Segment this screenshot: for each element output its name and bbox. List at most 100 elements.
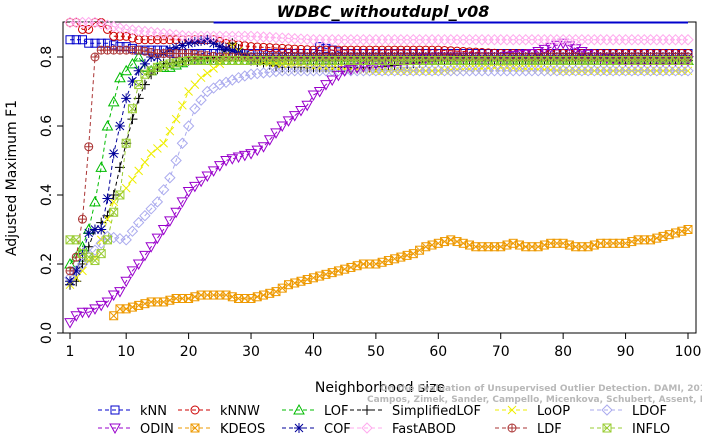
- x-tick-label: 60: [429, 344, 447, 360]
- data-point: [302, 275, 312, 285]
- legend-swatch-marker: [602, 423, 612, 433]
- data-point: [90, 38, 100, 48]
- data-point: [132, 216, 145, 229]
- data-point: [201, 171, 214, 183]
- data-point: [127, 302, 137, 312]
- series-line: [70, 22, 688, 41]
- x-tick-label: 50: [367, 344, 385, 360]
- series-simplifiedlof: [65, 38, 693, 290]
- series-odin: [64, 38, 694, 329]
- data-point: [184, 294, 194, 303]
- watermark-line-1: On the Evaluation of Unsupervised Outlie…: [380, 384, 702, 394]
- data-point: [202, 34, 213, 45]
- data-point: [508, 238, 518, 248]
- data-point: [251, 145, 264, 157]
- data-point: [134, 166, 144, 176]
- data-point: [301, 100, 314, 112]
- data-point: [165, 295, 175, 305]
- legend-swatch-marker: [110, 405, 120, 415]
- data-point: [151, 196, 164, 208]
- data-point: [307, 90, 320, 101]
- legend-item-knnw: kNNW: [178, 404, 260, 419]
- data-point: [326, 75, 339, 87]
- legend-item-ldof: LDOF: [590, 404, 667, 419]
- series-kdeos: [109, 225, 693, 321]
- data-point: [214, 78, 226, 91]
- data-point: [440, 237, 450, 247]
- data-point: [227, 292, 237, 302]
- data-point: [90, 52, 100, 62]
- series-ldof: [64, 65, 694, 284]
- data-point: [107, 290, 120, 302]
- data-point: [452, 237, 462, 247]
- watermark: On the Evaluation of Unsupervised Outlie…: [367, 384, 702, 405]
- data-point: [89, 244, 101, 256]
- data-point: [95, 18, 107, 30]
- legend-swatch-marker: [190, 405, 200, 415]
- data-point: [114, 121, 125, 131]
- data-point: [207, 166, 220, 177]
- data-point: [132, 259, 145, 271]
- data-point: [157, 184, 170, 196]
- data-point: [208, 38, 219, 49]
- data-point: [71, 265, 82, 276]
- series-line: [69, 42, 688, 286]
- y-tick-label: 0.2: [39, 253, 55, 275]
- data-point: [114, 71, 126, 83]
- data-point: [182, 120, 195, 132]
- data-point: [133, 65, 144, 76]
- legend-item-loop: LoOP: [495, 404, 570, 419]
- data-point: [126, 225, 139, 237]
- data-point: [164, 172, 176, 184]
- data-point: [170, 154, 182, 167]
- data-point: [157, 225, 170, 236]
- legend-label: COF: [324, 422, 351, 434]
- data-point: [96, 249, 106, 259]
- data-point: [78, 266, 87, 276]
- data-point: [251, 67, 263, 80]
- y-tick-label: 0.0: [39, 322, 55, 344]
- data-point: [346, 262, 356, 272]
- data-point: [213, 161, 226, 172]
- data-point: [127, 76, 138, 87]
- data-point: [159, 138, 168, 148]
- data-point: [107, 20, 120, 33]
- data-point: [108, 148, 119, 159]
- data-point: [270, 65, 282, 78]
- data-point: [390, 254, 400, 264]
- data-point: [152, 35, 162, 45]
- data-point: [139, 250, 151, 262]
- data-point: [226, 154, 239, 165]
- data-point: [446, 235, 456, 245]
- data-point: [371, 259, 381, 269]
- legend-swatch-marker: [294, 423, 304, 433]
- data-point: [165, 126, 175, 136]
- series-loop: [65, 42, 693, 290]
- data-point: [564, 240, 574, 250]
- data-point: [333, 266, 343, 276]
- data-point: [102, 24, 112, 34]
- data-point: [396, 252, 406, 262]
- chart-title: WDBC_withoutdupl_v08: [277, 2, 490, 21]
- data-point: [89, 16, 101, 29]
- data-point: [114, 22, 126, 34]
- legend-item-odin: ODIN: [98, 422, 174, 434]
- data-point: [652, 233, 662, 243]
- data-point: [544, 42, 557, 54]
- data-point: [458, 238, 468, 248]
- data-point: [252, 292, 262, 302]
- data-point: [102, 235, 112, 245]
- data-point: [65, 35, 75, 45]
- data-point: [246, 42, 256, 52]
- data-point: [232, 71, 245, 84]
- data-point: [290, 278, 300, 288]
- data-point: [682, 65, 694, 77]
- data-point: [327, 268, 337, 278]
- data-point: [101, 297, 114, 308]
- legend-label: LoOP: [537, 404, 570, 419]
- data-point: [227, 45, 238, 56]
- series-line: [69, 42, 688, 323]
- data-point: [82, 307, 95, 319]
- data-point: [178, 100, 187, 110]
- data-point: [195, 94, 207, 106]
